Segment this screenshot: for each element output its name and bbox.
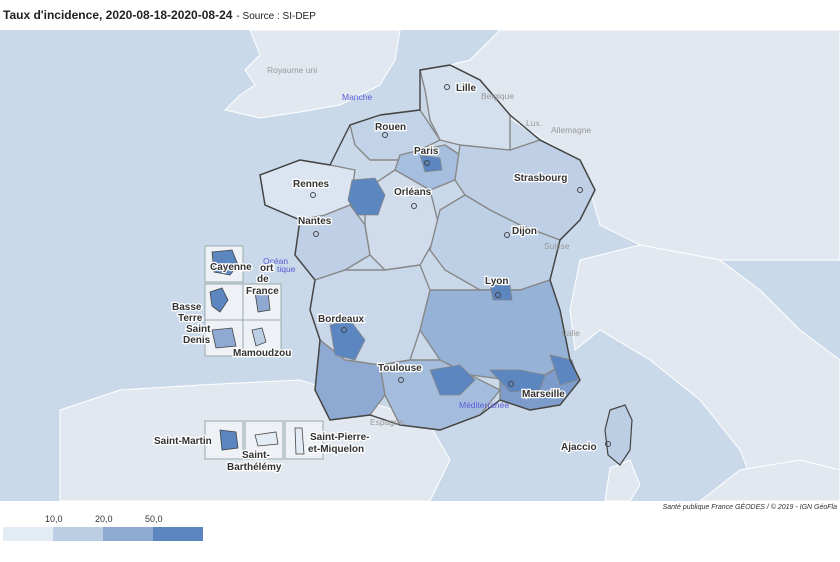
label-sd-2: Denis xyxy=(183,335,211,346)
label-spm-1: Saint-Pierre- xyxy=(310,432,369,443)
label-sb-2: Barthélémy xyxy=(227,462,282,473)
chart-title: Taux d'incidence, 2020-08-18-2020-08-24-… xyxy=(3,8,316,22)
dept-gironde xyxy=(329,319,366,361)
label-mamoudzou: Mamoudzou xyxy=(233,348,291,359)
marker-lyon xyxy=(495,292,501,298)
shape-reunion xyxy=(211,327,237,349)
legend-swatch-4 xyxy=(153,527,203,541)
label-sd-1: Saint xyxy=(186,324,211,335)
label-sb-1: Saint- xyxy=(242,450,270,461)
legend-swatch-3 xyxy=(103,527,153,541)
marker-orleans xyxy=(411,203,417,209)
city-markers xyxy=(310,84,611,447)
label-saint-martin: Saint-Martin xyxy=(154,436,212,447)
credit-text: Santé publique France GÉODES / © 2019 - … xyxy=(662,504,837,511)
label-fdf-2: de xyxy=(257,274,269,285)
legend-threshold-1: 10,0 xyxy=(45,514,63,524)
label-orleans: Orléans xyxy=(394,187,432,198)
label-germany: Allemagne xyxy=(551,125,591,135)
dept-bouches-du-rhone xyxy=(489,369,546,393)
legend-threshold-2: 20,0 xyxy=(95,514,113,524)
dept-rhone xyxy=(489,284,513,301)
label-strasbourg: Strasbourg xyxy=(514,173,567,184)
map-svg[interactable]: Royaume uni Belgique Lux. Allemagne Suis… xyxy=(0,30,840,501)
dept-mayenne xyxy=(347,177,386,216)
chart-header: Taux d'incidence, 2020-08-18-2020-08-24-… xyxy=(0,0,840,30)
label-cayenne: Cayenne xyxy=(210,262,252,273)
corsica xyxy=(604,404,633,466)
overseas-shapes xyxy=(209,249,305,455)
italy-land xyxy=(569,244,840,501)
shape-saint-barthelemy xyxy=(254,431,279,447)
label-dijon: Dijon xyxy=(512,226,537,237)
shape-saint-pierre xyxy=(294,427,305,455)
label-lille: Lille xyxy=(456,83,476,94)
marker-ajaccio xyxy=(605,441,611,447)
label-med: Méditerranée xyxy=(459,400,509,410)
label-paris: Paris xyxy=(414,146,439,157)
marker-paris xyxy=(424,160,430,166)
country-labels: Royaume uni Belgique Lux. Allemagne Suis… xyxy=(267,65,591,427)
shape-guyane xyxy=(211,249,239,276)
shape-guadeloupe xyxy=(209,287,229,313)
label-bt-2: Terre xyxy=(178,313,203,324)
marker-marseille xyxy=(508,381,514,387)
label-ajaccio: Ajaccio xyxy=(561,442,597,453)
label-lyon: Lyon xyxy=(485,276,509,287)
label-nantes: Nantes xyxy=(298,216,332,227)
label-bordeaux: Bordeaux xyxy=(318,314,365,325)
label-marseille: Marseille xyxy=(522,389,565,400)
label-rouen: Rouen xyxy=(375,122,406,133)
title-text: Taux d'incidence, 2020-08-18-2020-08-24 xyxy=(3,8,233,22)
map-area[interactable]: Royaume uni Belgique Lux. Allemagne Suis… xyxy=(0,30,840,501)
africa-land xyxy=(699,459,840,501)
dept-herault xyxy=(429,364,476,396)
label-belgium: Belgique xyxy=(481,91,514,101)
shape-mayotte xyxy=(251,327,267,347)
city-labels: Lille Rouen Paris Strasbourg Rennes Orlé… xyxy=(292,82,598,455)
uk-land xyxy=(224,30,401,119)
legend-swatch-1 xyxy=(3,527,53,541)
label-fdf-1: ort xyxy=(260,263,274,274)
dept-paris xyxy=(419,154,443,173)
marker-toulouse xyxy=(398,377,404,383)
label-uk: Royaume uni xyxy=(267,65,317,75)
label-spain: Espagne xyxy=(370,417,404,427)
marker-rennes xyxy=(310,192,316,198)
label-spm-2: et-Miquelon xyxy=(308,444,364,455)
source-text: - Source : SI-DEP xyxy=(236,11,316,22)
shape-saint-martin xyxy=(219,429,239,451)
marker-dijon xyxy=(504,232,510,238)
overseas-labels: Cayenne ort de France Basse Terre Saint … xyxy=(153,261,371,475)
legend-threshold-3: 50,0 xyxy=(145,514,163,524)
marker-bordeaux xyxy=(341,327,347,333)
legend-swatch-2 xyxy=(53,527,103,541)
label-ocean-2: tique xyxy=(277,264,296,274)
label-fdf-3: France xyxy=(246,286,279,297)
label-toulouse: Toulouse xyxy=(378,363,422,374)
sea-labels: Manche Océan tique Méditerranée xyxy=(263,92,509,410)
label-italy: Italie xyxy=(562,328,580,338)
label-bt-1: Basse xyxy=(172,302,202,313)
label-rennes: Rennes xyxy=(293,179,330,190)
sardinia-land xyxy=(604,459,641,501)
label-ocean-1: Océan xyxy=(263,256,288,266)
marker-lille xyxy=(444,84,450,90)
marker-nantes xyxy=(313,231,319,237)
shape-martinique xyxy=(254,291,271,313)
marker-rouen xyxy=(382,132,388,138)
label-switzerland: Suisse xyxy=(544,241,570,251)
france-outline xyxy=(259,64,596,431)
label-manche: Manche xyxy=(342,92,373,102)
label-lux: Lux. xyxy=(526,118,542,128)
legend: 10,0 20,0 50,0 xyxy=(3,512,213,546)
marker-strasbourg xyxy=(577,187,583,193)
